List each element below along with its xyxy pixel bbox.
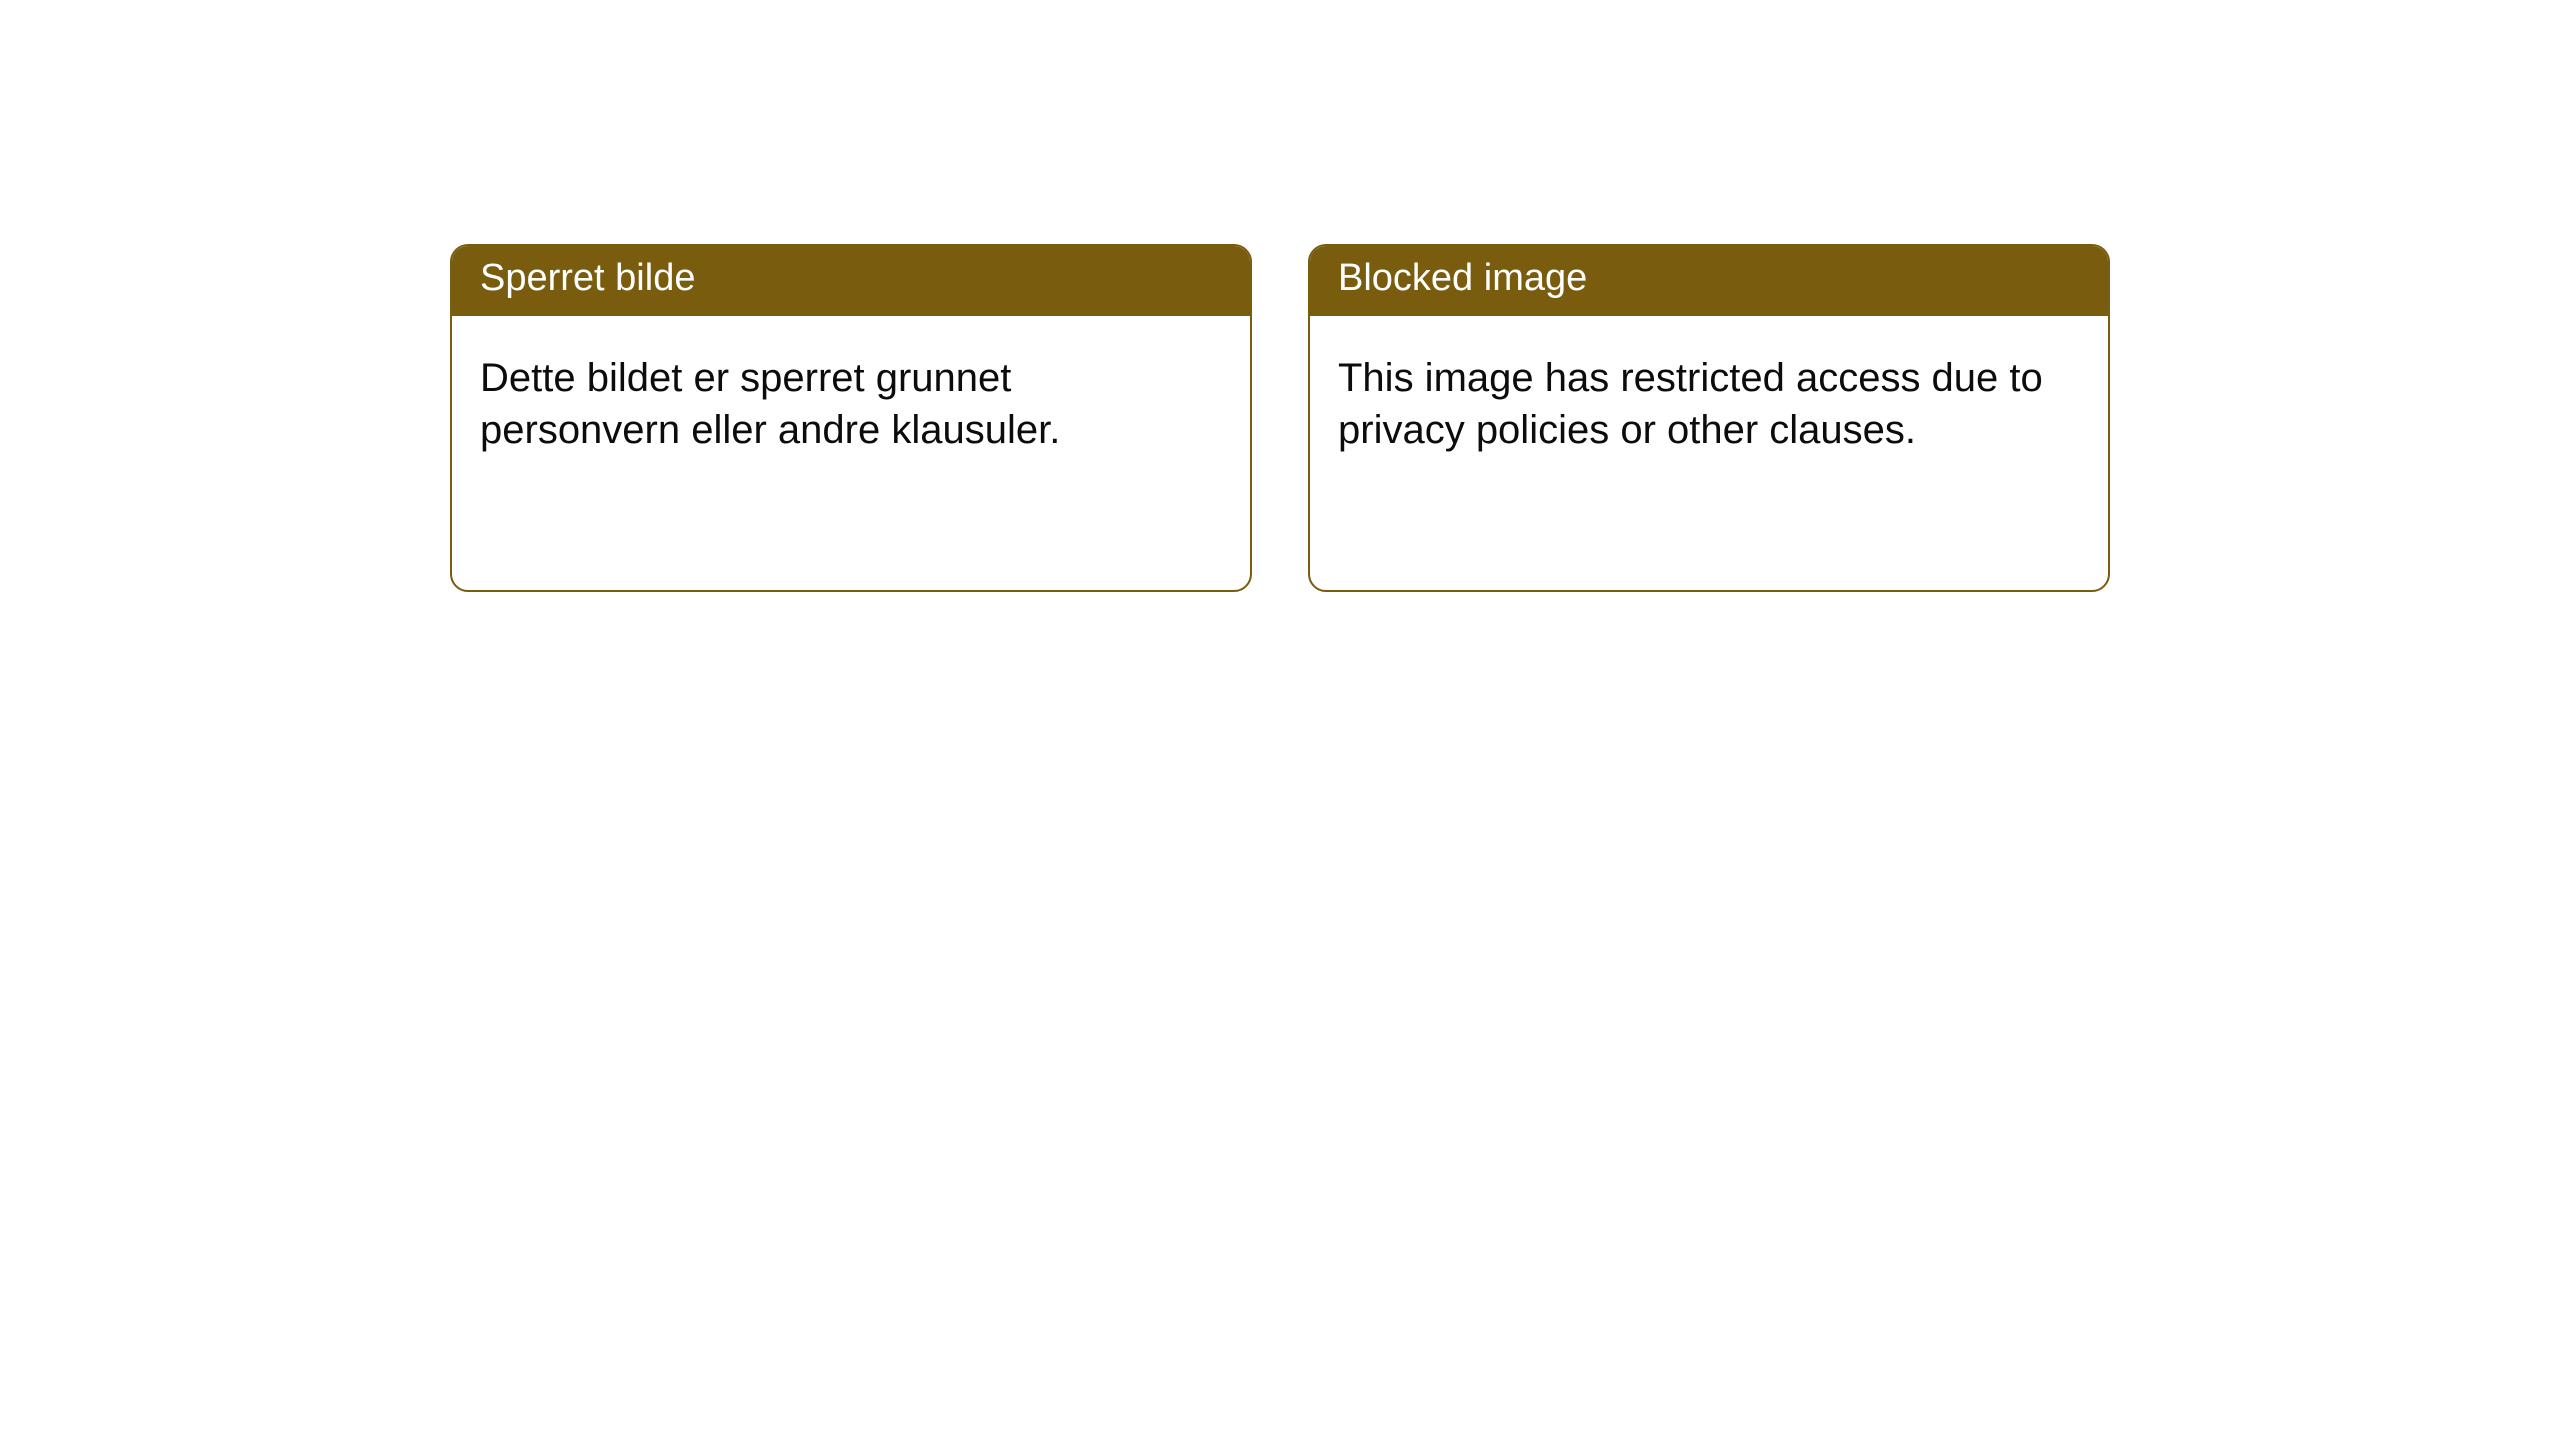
blocked-card-en-body: This image has restricted access due to … — [1310, 316, 2108, 590]
blocked-card-en-title: Blocked image — [1310, 246, 2108, 316]
blocked-card-no-title: Sperret bilde — [452, 246, 1250, 316]
blocked-card-no: Sperret bilde Dette bildet er sperret gr… — [450, 244, 1252, 592]
blocked-card-en: Blocked image This image has restricted … — [1308, 244, 2110, 592]
blocked-image-notices: Sperret bilde Dette bildet er sperret gr… — [450, 244, 2110, 592]
blocked-card-no-body: Dette bildet er sperret grunnet personve… — [452, 316, 1250, 590]
